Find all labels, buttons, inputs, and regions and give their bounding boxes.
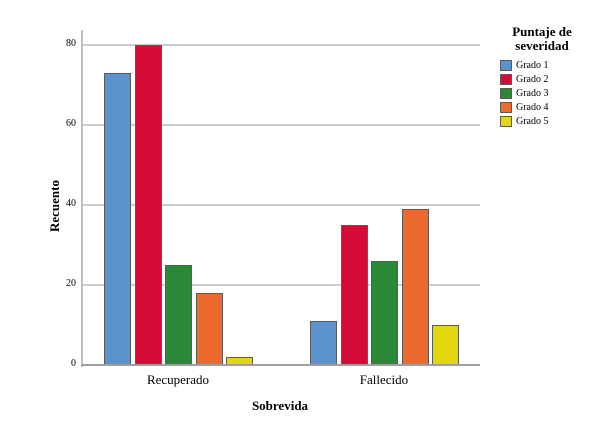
x-category-label-fallecido: Fallecido xyxy=(359,372,409,387)
x-axis-title: Sobrevida xyxy=(251,398,309,413)
legend-label: Grado 4 xyxy=(516,101,549,113)
gridline xyxy=(82,284,480,286)
legend-title: Puntaje de severidad xyxy=(484,25,600,53)
y-tick-label: 0 xyxy=(71,358,76,369)
legend-swatch-icon xyxy=(500,101,512,113)
legend-item: Grado 5 xyxy=(500,114,600,128)
legend-item: Grado 3 xyxy=(500,86,600,100)
bar-recuperado-grado-1 xyxy=(104,73,131,365)
legend-label: Grado 5 xyxy=(516,115,549,127)
gridline xyxy=(82,44,480,46)
bar-fallecido-grado-2 xyxy=(341,225,368,365)
bar-fallecido-grado-4 xyxy=(402,209,429,365)
y-axis-line xyxy=(81,30,83,367)
legend-title-line-1: Puntaje de xyxy=(512,24,572,39)
legend-swatch-icon xyxy=(500,87,512,99)
gridline xyxy=(82,204,480,206)
bar-recuperado-grado-3 xyxy=(165,265,192,365)
legend-label: Grado 1 xyxy=(516,59,549,71)
y-tick-label: 60 xyxy=(66,118,76,129)
bar-fallecido-grado-1 xyxy=(310,321,337,365)
legend-item: Grado 2 xyxy=(500,72,600,86)
legend-item: Grado 1 xyxy=(500,58,600,72)
y-tick-label: 80 xyxy=(66,38,76,49)
bar-recuperado-grado-2 xyxy=(135,45,162,365)
legend-label: Grado 3 xyxy=(516,87,549,99)
legend-swatch-icon xyxy=(500,73,512,85)
legend-title-line-2: severidad xyxy=(515,38,569,53)
legend-swatch-icon xyxy=(500,59,512,71)
bar-fallecido-grado-3 xyxy=(371,261,398,365)
y-tick-label: 20 xyxy=(66,278,76,289)
x-axis-line xyxy=(81,364,480,366)
y-axis-title: Recuento xyxy=(47,180,62,232)
bar-recuperado-grado-4 xyxy=(196,293,223,365)
x-category-label-recuperado: Recuperado xyxy=(146,372,210,387)
bar-fallecido-grado-5 xyxy=(432,325,459,365)
gridline xyxy=(82,124,480,126)
legend: Puntaje de severidad Grado 1 Grado 2 Grado… xyxy=(484,25,600,128)
legend-item: Grado 4 xyxy=(500,100,600,114)
legend-items: Grado 1 Grado 2 Grado 3 Grado 4 Grado 5 xyxy=(484,58,600,128)
legend-swatch-icon xyxy=(500,115,512,127)
y-tick-label: 40 xyxy=(66,198,76,209)
legend-label: Grado 2 xyxy=(516,73,549,85)
